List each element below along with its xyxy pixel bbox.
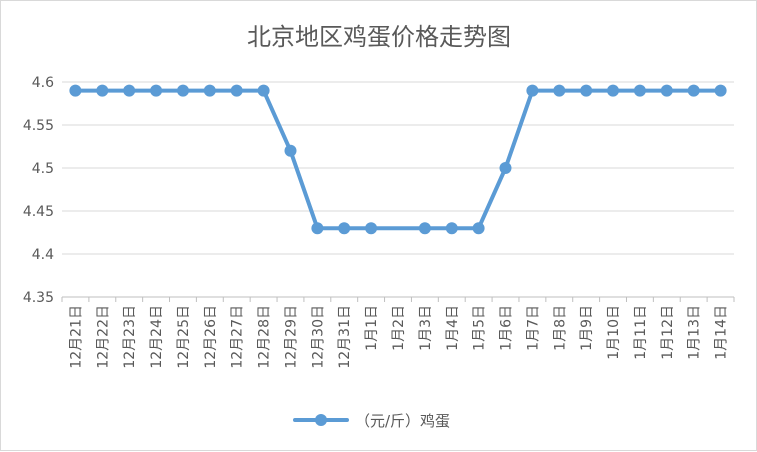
x-tick-label: 1月14日 bbox=[714, 305, 730, 360]
data-point bbox=[177, 84, 189, 97]
y-tick-label: 4.5 bbox=[32, 161, 54, 177]
x-tick-label: 1月12日 bbox=[660, 305, 676, 360]
data-point bbox=[69, 84, 82, 97]
x-tick-label: 12月23日 bbox=[122, 305, 138, 369]
x-tick-label: 1月6日 bbox=[499, 305, 515, 351]
x-tick-label: 1月4日 bbox=[445, 305, 461, 351]
data-point bbox=[96, 84, 109, 97]
legend-label: （元/斤）鸡蛋 bbox=[355, 412, 450, 430]
data-point bbox=[150, 84, 163, 97]
x-tick-label: 12月24日 bbox=[149, 305, 165, 369]
data-point bbox=[230, 84, 243, 97]
x-tick-label: 12月29日 bbox=[283, 305, 299, 369]
x-tick-labels: 12月21日 12月22日 12月23日 12月24日 12月25日 12月26日 12月2… bbox=[68, 305, 729, 369]
x-tick-label: 12月30日 bbox=[310, 305, 326, 369]
x-tick-label: 1月2日 bbox=[391, 305, 407, 351]
y-tick-label: 4.4 bbox=[32, 247, 54, 263]
x-tick-label: 1月3日 bbox=[418, 305, 434, 351]
y-tick-label: 4.35 bbox=[23, 290, 54, 306]
x-tick-label: 12月31日 bbox=[337, 305, 353, 369]
x-tick-label: 12月27日 bbox=[230, 305, 246, 369]
x-tick-label: 1月13日 bbox=[687, 305, 703, 360]
data-point bbox=[553, 84, 566, 97]
series-layer bbox=[69, 84, 727, 235]
data-point bbox=[687, 84, 700, 97]
x-tick-label: 12月21日 bbox=[68, 305, 84, 369]
data-point bbox=[284, 144, 297, 157]
series-line bbox=[73, 88, 723, 231]
axis-layer bbox=[61, 296, 735, 302]
y-tick-label: 4.6 bbox=[32, 75, 54, 91]
data-point bbox=[365, 222, 378, 235]
data-point bbox=[203, 84, 216, 97]
x-tick-label: 1月9日 bbox=[579, 305, 595, 351]
data-point bbox=[418, 222, 431, 235]
x-tick-label: 12月25日 bbox=[176, 305, 192, 369]
chart-title: 北京地区鸡蛋价格走势图 bbox=[247, 23, 511, 51]
x-tick-label: 1月11日 bbox=[633, 305, 649, 360]
data-point bbox=[445, 222, 458, 235]
x-tick-label: 1月1日 bbox=[364, 305, 380, 351]
x-tick-label: 12月28日 bbox=[257, 305, 273, 369]
legend-swatch-marker bbox=[315, 414, 327, 426]
x-tick-label: 1月7日 bbox=[525, 305, 541, 351]
data-point bbox=[714, 84, 727, 97]
x-tick-label: 1月5日 bbox=[472, 305, 488, 351]
data-point bbox=[257, 84, 270, 97]
y-tick-labels: 4.35 4.4 4.45 4.5 4.55 4.6 bbox=[23, 75, 54, 306]
data-point bbox=[499, 162, 512, 174]
data-point bbox=[472, 222, 485, 235]
data-point bbox=[123, 84, 136, 97]
data-point bbox=[660, 84, 673, 97]
data-point bbox=[580, 84, 593, 97]
y-tick-label: 4.45 bbox=[23, 204, 54, 220]
data-point bbox=[526, 84, 539, 97]
data-point bbox=[338, 222, 351, 235]
x-tick-label: 12月26日 bbox=[203, 305, 219, 369]
data-point bbox=[311, 222, 324, 235]
x-tick-label: 1月8日 bbox=[552, 305, 568, 351]
x-tick-label: 1月10日 bbox=[606, 305, 622, 360]
legend: （元/斤）鸡蛋 bbox=[293, 412, 450, 430]
grid-layer bbox=[62, 81, 734, 255]
data-point bbox=[607, 84, 619, 97]
x-tick-label: 12月22日 bbox=[95, 305, 111, 369]
data-point bbox=[633, 84, 646, 97]
y-tick-label: 4.55 bbox=[23, 118, 54, 134]
